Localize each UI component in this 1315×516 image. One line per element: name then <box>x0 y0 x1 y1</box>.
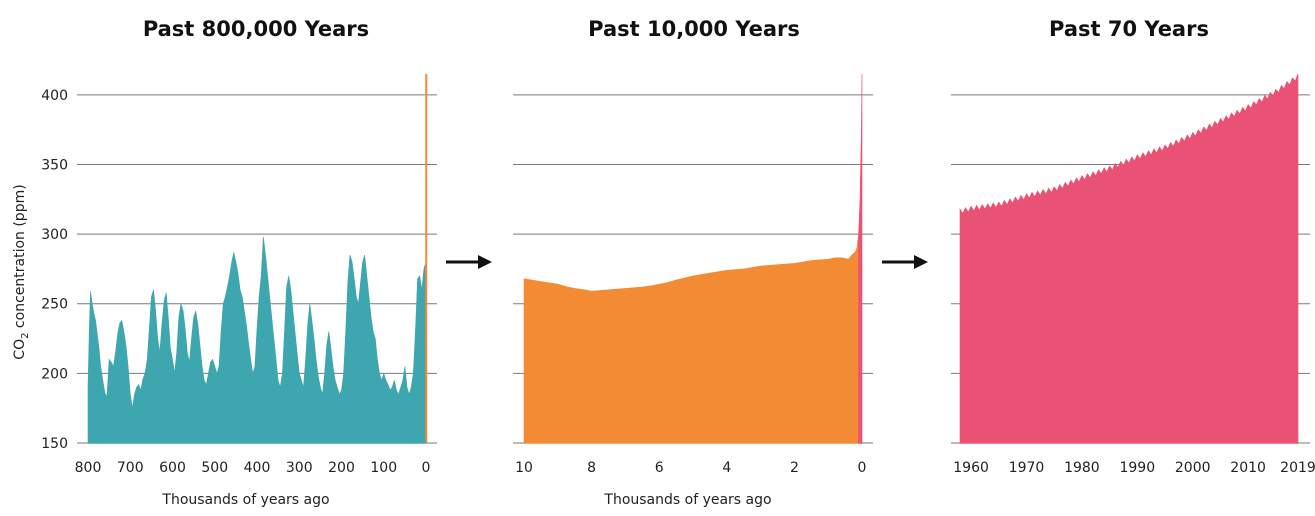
panel-800k-x-tick-label-500: 500 <box>201 460 228 476</box>
panel-10k-x-tick-label-0: 0 <box>858 460 867 476</box>
panel-70y-x-tick-label-1960: 1960 <box>953 460 989 476</box>
panel-10k-series-area-1 <box>858 73 863 444</box>
panel-10k-x-tick-label-10: 10 <box>515 460 533 476</box>
y-axis-label: CO2 concentration (ppm) <box>12 184 31 359</box>
panel-800k-x-tick-label-100: 100 <box>370 460 397 476</box>
panel-800k-x-tick-label-600: 600 <box>159 460 186 476</box>
panel-10k-x-tick-label-8: 8 <box>587 460 596 476</box>
panel-10k-title: Past 10,000 Years <box>588 17 800 41</box>
y-axis-label-subscript: 2 <box>20 333 31 339</box>
panel-10k-x-ticks: 10 8 6 4 2 0 <box>515 460 866 476</box>
panel-70y-x-tick-label-1990: 1990 <box>1119 460 1155 476</box>
y-axis-label-suffix: concentration (ppm) <box>12 184 28 332</box>
y-tick-label-250: 250 <box>41 297 68 313</box>
panel-800k-x-tick-label-0: 0 <box>422 460 431 476</box>
panel-800k-x-tick-label-700: 700 <box>117 460 144 476</box>
panel-800k-title: Past 800,000 Years <box>143 17 369 41</box>
panel-800k-x-tick-label-200: 200 <box>328 460 355 476</box>
panel-10k: Past 10,000 Years 10 8 6 4 2 0 Thousands of y… <box>513 17 873 508</box>
panel-800k-area <box>87 73 428 444</box>
panel-70y-series-area-0 <box>959 73 1299 444</box>
panel-10k-x-tick-label-4: 4 <box>722 460 731 476</box>
panel-70y-x-ticks: 1960 1970 1980 1990 2000 2010 2019 <box>953 460 1315 476</box>
right-arrow-icon <box>882 255 928 269</box>
panel-70y-title: Past 70 Years <box>1049 17 1209 41</box>
panel-70y: Past 70 Years 1960 1970 1980 1990 2000 2010 20… <box>951 17 1315 476</box>
panel-800k-recent-spike <box>425 73 428 444</box>
panel-800k-x-label: Thousands of years ago <box>161 492 329 508</box>
panel-10k-x-label: Thousands of years ago <box>603 492 771 508</box>
panel-800k-series-area-0 <box>87 236 427 444</box>
panel-70y-x-tick-label-2010: 2010 <box>1230 460 1266 476</box>
y-tick-label-350: 350 <box>41 157 68 173</box>
panel-800k-x-tick-label-400: 400 <box>244 460 271 476</box>
panel-70y-x-tick-label-2000: 2000 <box>1175 460 1211 476</box>
panel-10k-series-area-0 <box>523 234 859 444</box>
panel-10k-area <box>523 73 863 444</box>
panel-70y-x-tick-label-2019: 2019 <box>1280 460 1315 476</box>
y-tick-label-200: 200 <box>41 366 68 382</box>
panel-70y-area <box>959 73 1299 444</box>
panel-800k-y-ticks: 400 350 300 250 200 150 <box>41 88 68 452</box>
panel-10k-x-tick-label-6: 6 <box>655 460 664 476</box>
panel-800k-x-tick-label-800: 800 <box>75 460 102 476</box>
panel-10k-x-tick-label-2: 2 <box>790 460 799 476</box>
y-tick-label-150: 150 <box>41 436 68 452</box>
panel-800k: Past 800,000 Years 400 350 300 250 200 150 80… <box>12 17 437 508</box>
panel-70y-x-tick-label-1980: 1980 <box>1064 460 1100 476</box>
y-tick-label-400: 400 <box>41 88 68 104</box>
right-arrow-icon <box>446 255 492 269</box>
panel-800k-x-ticks: 800 700 600 500 400 300 200 100 0 <box>75 460 431 476</box>
y-axis-label-prefix: CO <box>12 339 28 360</box>
y-tick-label-300: 300 <box>41 227 68 243</box>
panel-800k-x-tick-label-300: 300 <box>286 460 313 476</box>
panel-70y-x-tick-label-1970: 1970 <box>1009 460 1045 476</box>
